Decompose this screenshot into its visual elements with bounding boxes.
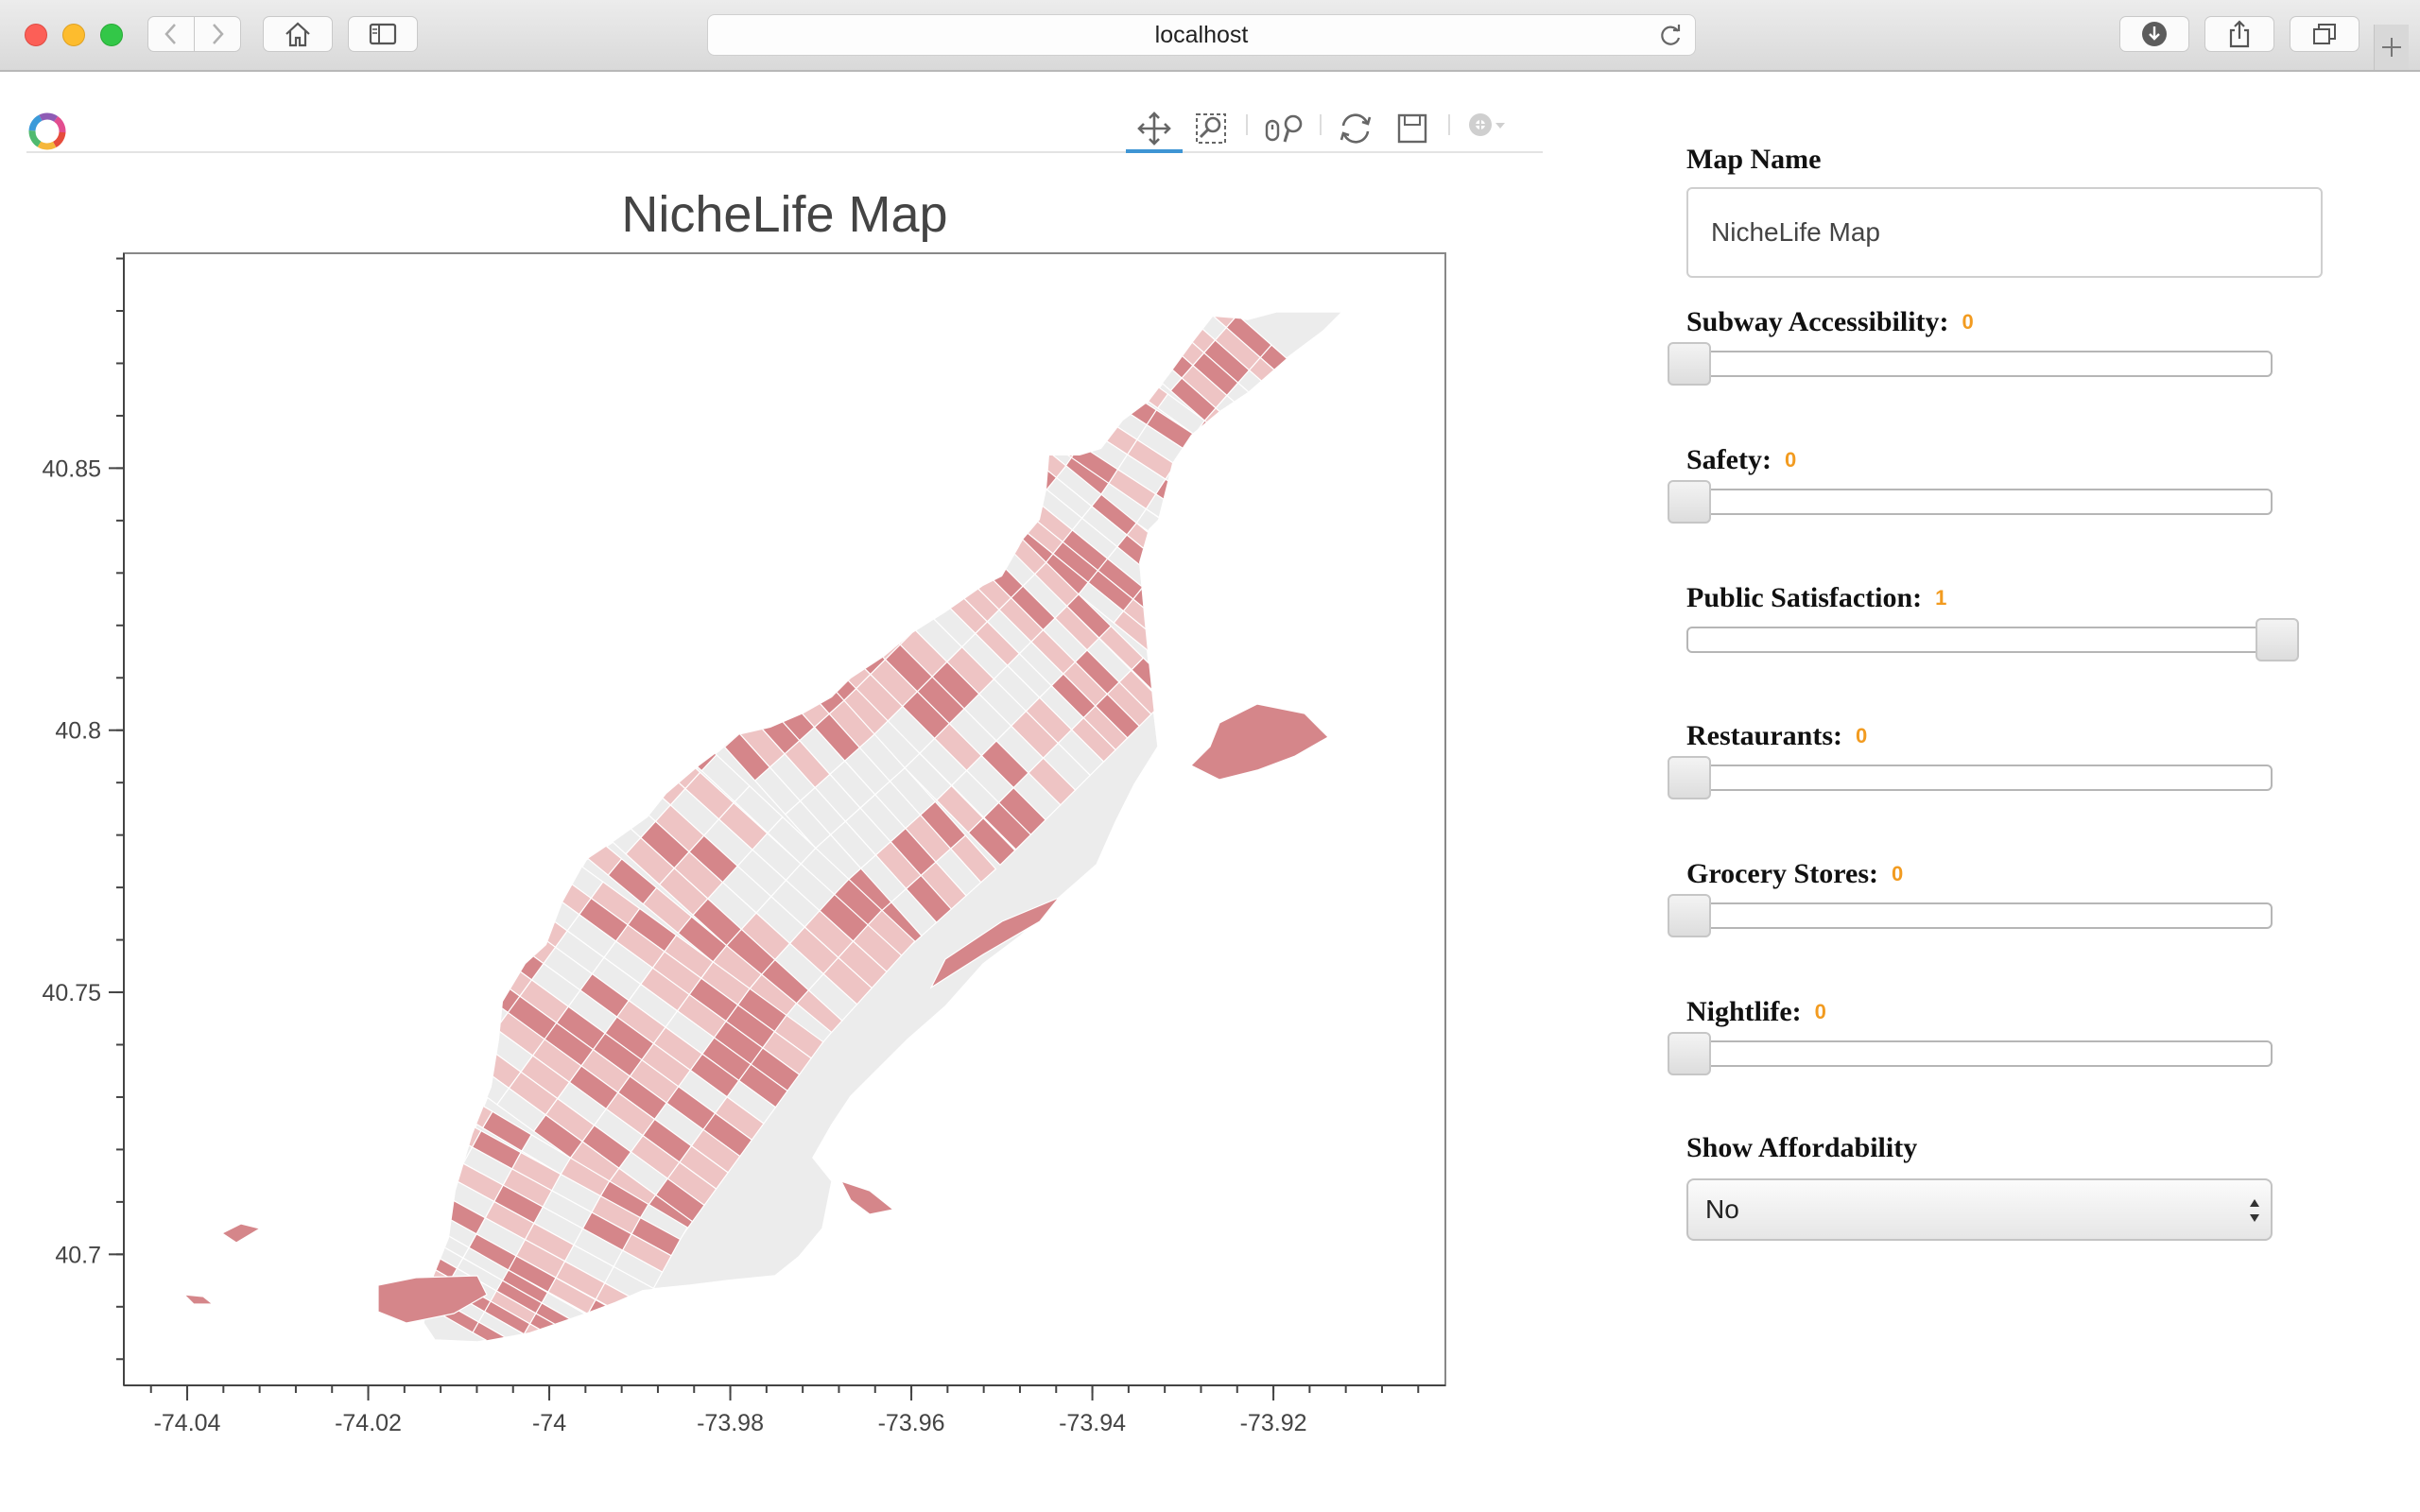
- url-text: localhost: [1154, 21, 1249, 48]
- grocery-stores-slider[interactable]: [1668, 894, 2273, 937]
- subway-accessibility-slider[interactable]: [1668, 342, 2273, 386]
- slider-handle[interactable]: [1668, 756, 1711, 799]
- slider-label-text: Safety:: [1686, 444, 1772, 475]
- download-icon: [2142, 22, 2167, 46]
- show-affordability-value: No: [1705, 1194, 1739, 1224]
- x-tick-label: -73.94: [1059, 1410, 1126, 1436]
- ellis-island: [182, 1294, 215, 1305]
- map-plot[interactable]: -74.04 -74.02 -74 -73.98 -73.96 -73.94 -73.92 4…: [0, 236, 1475, 1446]
- slider-value: 0: [1856, 724, 1868, 747]
- hover-icon: [1469, 113, 1505, 136]
- public-satisfaction-label: Public Satisfaction: 1: [1686, 582, 1946, 614]
- pan-tool-button[interactable]: [1135, 110, 1173, 147]
- toolbar-separator: [1320, 114, 1322, 135]
- slider-handle[interactable]: [2256, 618, 2299, 662]
- map-name-value: NicheLife Map: [1711, 217, 1880, 247]
- subway-accessibility-label: Subway Accessibility: 0: [1686, 306, 1974, 338]
- slider-label-text: Subway Accessibility:: [1686, 306, 1949, 337]
- box-zoom-tool-button[interactable]: [1192, 110, 1230, 147]
- share-button[interactable]: [2204, 16, 2274, 52]
- select-arrows-icon: [2250, 1199, 2259, 1222]
- sidebar-icon: [369, 23, 397, 45]
- slider-value: 1: [1935, 586, 1947, 610]
- x-tick-label: -74.04: [154, 1410, 221, 1436]
- y-tick-label: 40.85: [42, 455, 101, 482]
- box-zoom-icon: [1196, 113, 1226, 144]
- back-button[interactable]: [147, 16, 195, 52]
- x-tick-label: -74: [532, 1410, 566, 1436]
- bokeh-logo-icon: [28, 112, 66, 150]
- liberty-island: [220, 1223, 262, 1244]
- public-satisfaction-slider[interactable]: [1686, 618, 2299, 662]
- axes: -74.04 -74.02 -74 -73.98 -73.96 -73.94 -73.92 4…: [42, 253, 1445, 1436]
- slider-handle[interactable]: [1668, 342, 1711, 386]
- map-name-label: Map Name: [1686, 144, 1822, 175]
- chevron-right-icon: [213, 24, 224, 44]
- toolbar-separator: [1448, 114, 1450, 135]
- restaurants-slider[interactable]: [1668, 756, 2273, 799]
- reset-icon: [1340, 113, 1372, 144]
- chart-title: NicheLife Map: [621, 186, 948, 243]
- home-button[interactable]: [263, 16, 333, 52]
- toolbar-divider: [26, 151, 1543, 153]
- nightlife-slider[interactable]: [1668, 1032, 2273, 1075]
- show-affordability-label: Show Affordability: [1686, 1132, 1918, 1163]
- x-tick-label: -74.02: [335, 1410, 402, 1436]
- roosevelt-ward-island: [1189, 703, 1329, 781]
- x-tick-label: -73.96: [878, 1410, 945, 1436]
- small-island: [839, 1179, 895, 1215]
- slider-handle[interactable]: [1668, 1032, 1711, 1075]
- east-river-sliver: [929, 897, 1060, 989]
- slider-label-text: Restaurants:: [1686, 720, 1842, 751]
- map-name-input[interactable]: NicheLife Map: [1686, 187, 2323, 278]
- y-tick-label: 40.7: [55, 1242, 101, 1268]
- show-affordability-select[interactable]: No: [1686, 1178, 2273, 1241]
- safety-slider[interactable]: [1668, 480, 2273, 524]
- slider-value: 0: [1814, 1000, 1826, 1023]
- pan-icon: [1137, 112, 1171, 146]
- x-tick-label: -73.92: [1240, 1410, 1307, 1436]
- reset-tool-button[interactable]: [1337, 110, 1374, 147]
- home-icon: [285, 22, 310, 47]
- active-tool-indicator: [1126, 149, 1183, 153]
- toolbar-separator: [1246, 114, 1248, 135]
- plus-icon: [2382, 38, 2401, 57]
- save-tool-button[interactable]: [1393, 110, 1431, 147]
- slider-label-text: Public Satisfaction:: [1686, 582, 1923, 613]
- browser-toolbar: localhost: [0, 0, 2420, 72]
- address-bar[interactable]: localhost: [707, 14, 1696, 56]
- y-tick-label: 40.8: [55, 718, 101, 745]
- hover-tool-button[interactable]: [1463, 110, 1511, 147]
- y-tick-label: 40.75: [42, 980, 101, 1006]
- slider-value: 0: [1784, 448, 1797, 472]
- wheel-zoom-icon: [1265, 114, 1303, 143]
- tabs-icon: [2313, 24, 2336, 44]
- save-icon: [1397, 113, 1427, 144]
- x-tick-label: -73.98: [697, 1410, 764, 1436]
- slider-handle[interactable]: [1668, 480, 1711, 524]
- sidebar-button[interactable]: [348, 16, 418, 52]
- zoom-window-button[interactable]: [100, 24, 123, 46]
- share-icon: [2229, 20, 2250, 48]
- slider-label-text: Grocery Stores:: [1686, 858, 1878, 889]
- slider-handle[interactable]: [1668, 894, 1711, 937]
- close-window-button[interactable]: [25, 24, 47, 46]
- slider-value: 0: [1891, 862, 1904, 885]
- nightlife-label: Nightlife: 0: [1686, 996, 1826, 1028]
- reload-icon[interactable]: [1657, 23, 1684, 49]
- restaurants-label: Restaurants: 0: [1686, 720, 1867, 752]
- downloads-button[interactable]: [2119, 16, 2189, 52]
- slider-label-text: Nightlife:: [1686, 996, 1802, 1027]
- tabs-overview-button[interactable]: [2290, 16, 2360, 52]
- minimize-window-button[interactable]: [62, 24, 85, 46]
- slider-value: 0: [1962, 310, 1974, 334]
- new-tab-button[interactable]: [2374, 25, 2409, 70]
- wheel-zoom-tool-button[interactable]: [1263, 110, 1308, 147]
- governors-island: [377, 1275, 488, 1324]
- safety-label: Safety: 0: [1686, 444, 1796, 476]
- chevron-left-icon: [164, 24, 176, 44]
- forward-button[interactable]: [194, 16, 241, 52]
- grocery-stores-label: Grocery Stores: 0: [1686, 858, 1903, 890]
